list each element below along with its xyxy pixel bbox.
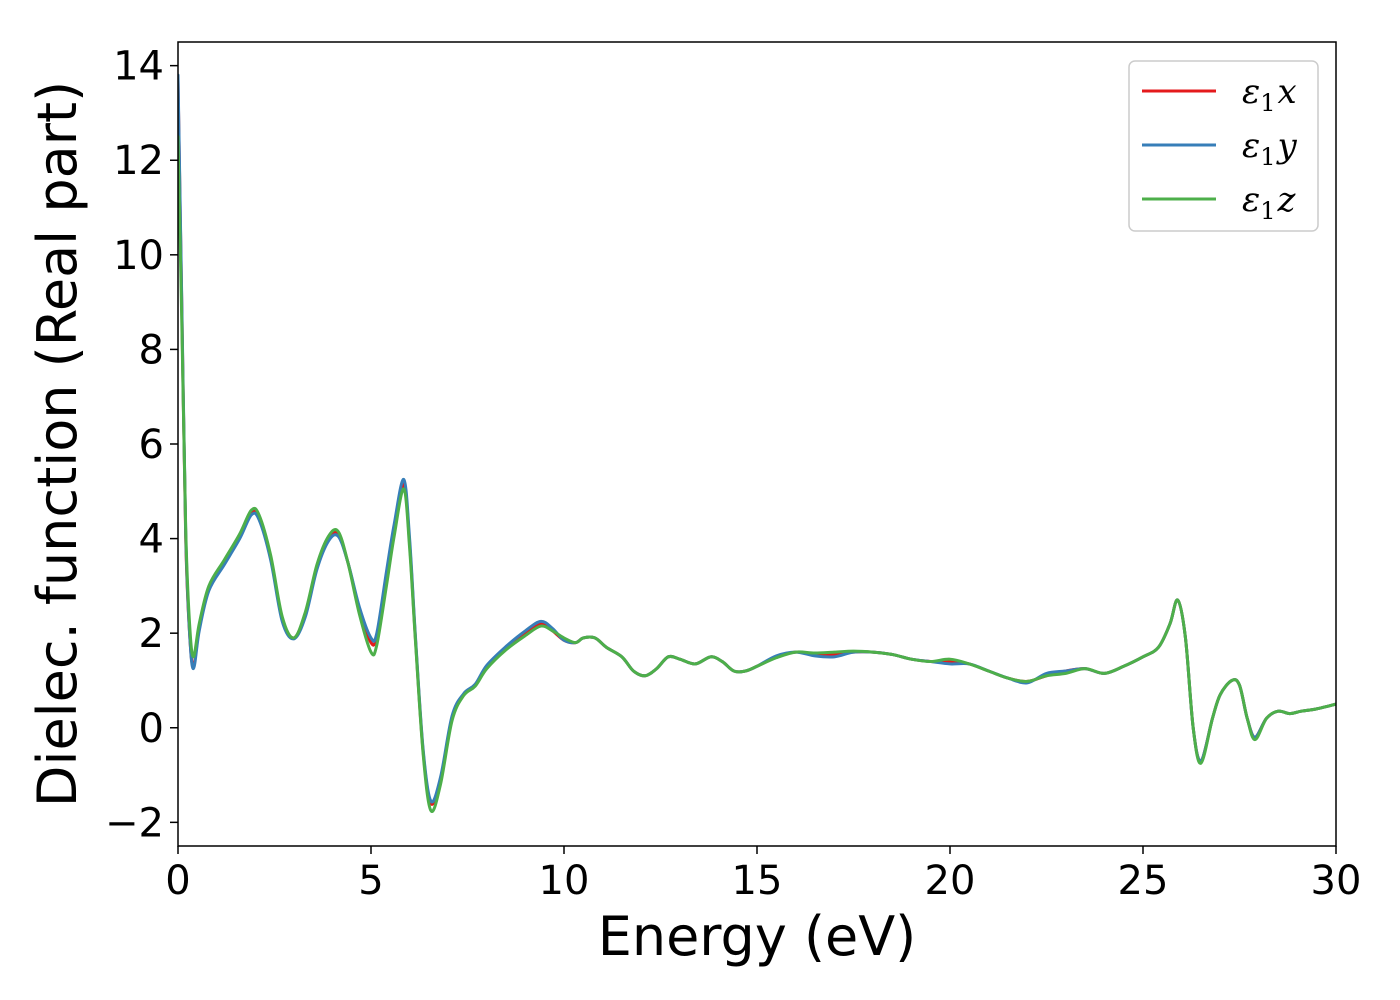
series-line-z [178,135,1336,813]
y-tick-label: 0 [139,706,164,752]
y-axis: −2 0 2 4 6 8 10 12 14 [105,44,178,846]
legend-label-suffix: y [1276,126,1298,166]
legend-label-suffix: x [1278,72,1297,112]
x-tick-label: 10 [539,858,590,904]
y-tick-label: −2 [105,800,164,846]
legend-label-y: ε1y [1242,126,1298,171]
series-layer [178,73,1336,813]
legend-label-x: ε1x [1242,72,1297,117]
y-tick-label: 2 [139,611,164,657]
x-tick-label: 0 [165,858,190,904]
legend-label-base: ε [1242,180,1260,220]
x-tick-label: 25 [1118,858,1169,904]
y-tick-label: 12 [113,138,164,184]
legend-label-subscript: 1 [1260,143,1275,171]
legend-label-subscript: 1 [1260,89,1275,117]
legend-label-base: ε [1242,72,1260,112]
x-axis: 0 5 10 15 20 25 30 [165,846,1361,904]
y-tick-label: 8 [139,327,164,373]
x-axis-label: Energy (eV) [598,905,917,968]
legend-label-subscript: 1 [1260,197,1275,225]
x-tick-label: 15 [732,858,783,904]
y-tick-label: 10 [113,233,164,279]
x-tick-label: 30 [1311,858,1362,904]
x-tick-label: 5 [358,858,383,904]
legend-label-suffix: z [1277,180,1297,220]
legend-label-base: ε [1242,126,1260,166]
x-tick-label: 20 [925,858,976,904]
y-axis-label: Dielec. function (Real part) [26,81,89,807]
legend-box [1128,60,1319,232]
y-tick-label: 6 [139,422,164,468]
y-tick-label: 4 [139,517,164,563]
legend-label-z: ε1z [1242,180,1297,225]
y-tick-label: 14 [113,44,164,90]
